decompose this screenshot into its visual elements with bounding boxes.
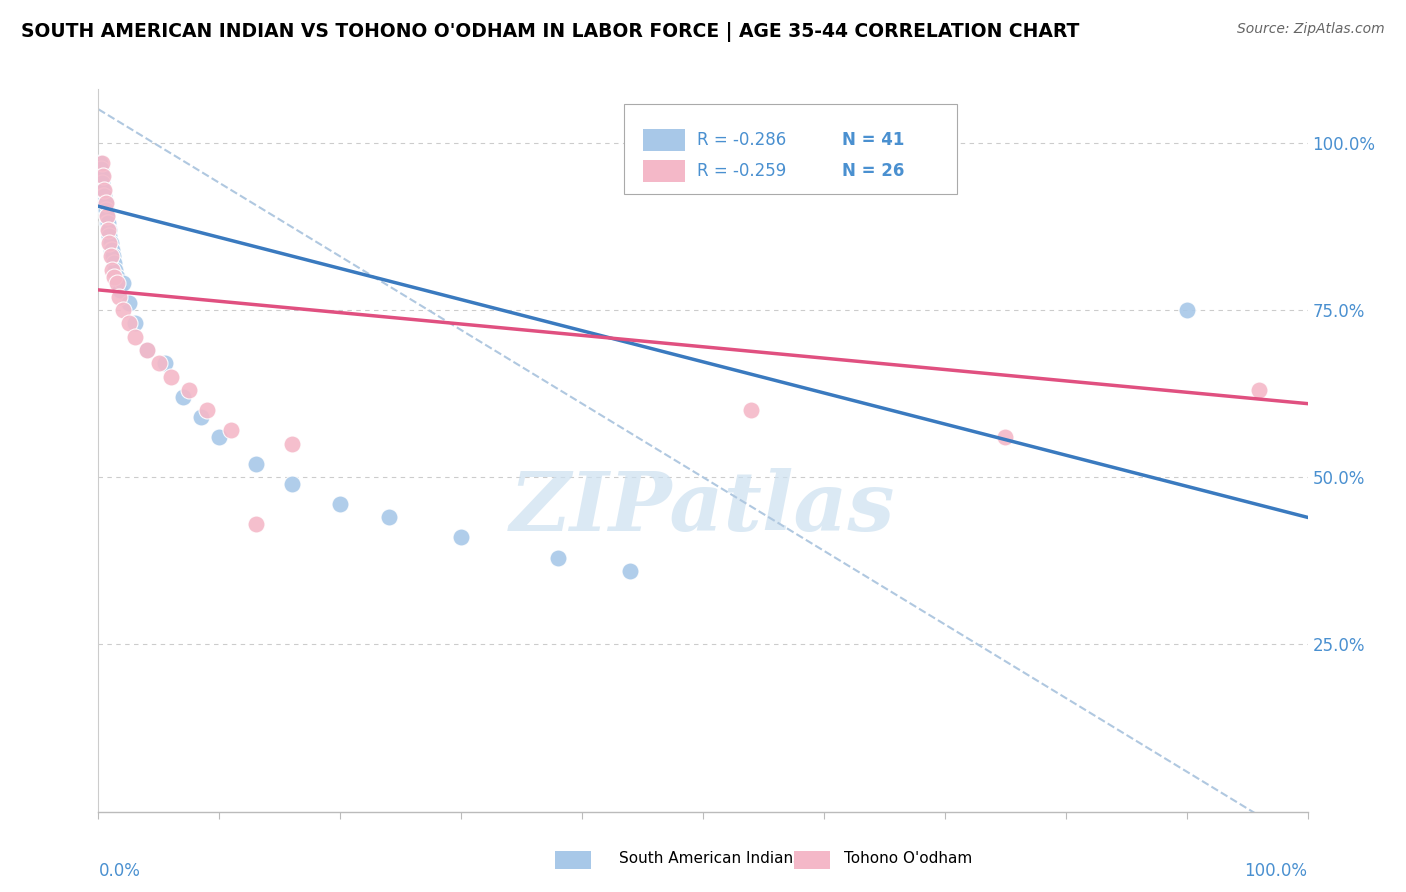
Point (96, 216, 118, 230)
Bar (643, 129, 685, 151)
Text: ZIPatlas: ZIPatlas (510, 468, 896, 549)
Point (89, 156, 111, 170)
Point (91, 176, 114, 190)
Point (281, 436, 304, 450)
Point (118, 296, 141, 310)
Point (103, 256, 125, 270)
Point (108, 289, 131, 303)
Point (100, 243, 122, 257)
Text: Source: ZipAtlas.com: Source: ZipAtlas.com (1237, 22, 1385, 37)
Point (740, 403, 762, 417)
Point (172, 390, 194, 404)
Point (153, 356, 176, 371)
Point (91, 189, 114, 203)
Point (98, 236, 121, 251)
Point (100, 263, 122, 277)
Point (547, 550, 569, 565)
Text: R = -0.259: R = -0.259 (697, 161, 786, 180)
Point (245, 517, 267, 532)
Point (97, 223, 120, 237)
Point (96, 210, 118, 224)
Text: N = 41: N = 41 (842, 131, 904, 149)
Point (100, 243, 122, 257)
Point (96, 210, 118, 224)
Point (118, 317, 141, 331)
Point (994, 430, 1017, 444)
Point (91, 156, 114, 170)
Point (103, 269, 125, 284)
Point (179, 384, 201, 398)
Point (148, 356, 170, 371)
Point (160, 369, 183, 384)
Point (93, 182, 115, 196)
Point (195, 403, 218, 417)
Point (221, 424, 243, 438)
Point (93, 189, 115, 203)
Point (105, 269, 128, 284)
Point (1249, 384, 1271, 398)
Point (135, 343, 157, 358)
Point (98, 223, 121, 237)
Text: 100.0%: 100.0% (1244, 863, 1308, 880)
Point (101, 250, 124, 264)
Point (124, 317, 146, 331)
Text: 0.0%: 0.0% (98, 863, 141, 880)
Point (281, 476, 304, 491)
Point (91, 182, 114, 196)
Point (135, 343, 157, 358)
FancyBboxPatch shape (624, 103, 957, 194)
Point (208, 430, 231, 444)
Bar (643, 160, 685, 182)
Point (329, 497, 352, 511)
Text: Tohono O'odham: Tohono O'odham (844, 851, 972, 865)
Point (190, 410, 212, 425)
Text: SOUTH AMERICAN INDIAN VS TOHONO O'ODHAM IN LABOR FORCE | AGE 35-44 CORRELATION C: SOUTH AMERICAN INDIAN VS TOHONO O'ODHAM … (21, 22, 1080, 42)
Point (94, 202, 117, 217)
Point (124, 330, 146, 344)
Point (108, 283, 131, 297)
Point (111, 277, 134, 291)
Point (93, 195, 115, 210)
Point (97, 216, 120, 230)
Point (100, 236, 122, 251)
Point (98, 229, 121, 244)
Point (105, 277, 128, 291)
Text: N = 26: N = 26 (842, 161, 904, 180)
Point (1175, 303, 1198, 318)
Point (450, 530, 472, 544)
Point (245, 457, 267, 471)
Point (107, 277, 129, 291)
Point (100, 250, 122, 264)
Text: South American Indians: South American Indians (619, 851, 801, 865)
Point (91, 169, 114, 184)
Point (104, 263, 127, 277)
Point (94, 195, 117, 210)
Point (97, 223, 120, 237)
Point (90, 162, 112, 177)
Point (94, 195, 117, 210)
Text: R = -0.286: R = -0.286 (697, 131, 786, 149)
Point (377, 510, 399, 524)
Point (111, 303, 134, 318)
Point (91, 169, 114, 184)
Point (619, 564, 641, 578)
